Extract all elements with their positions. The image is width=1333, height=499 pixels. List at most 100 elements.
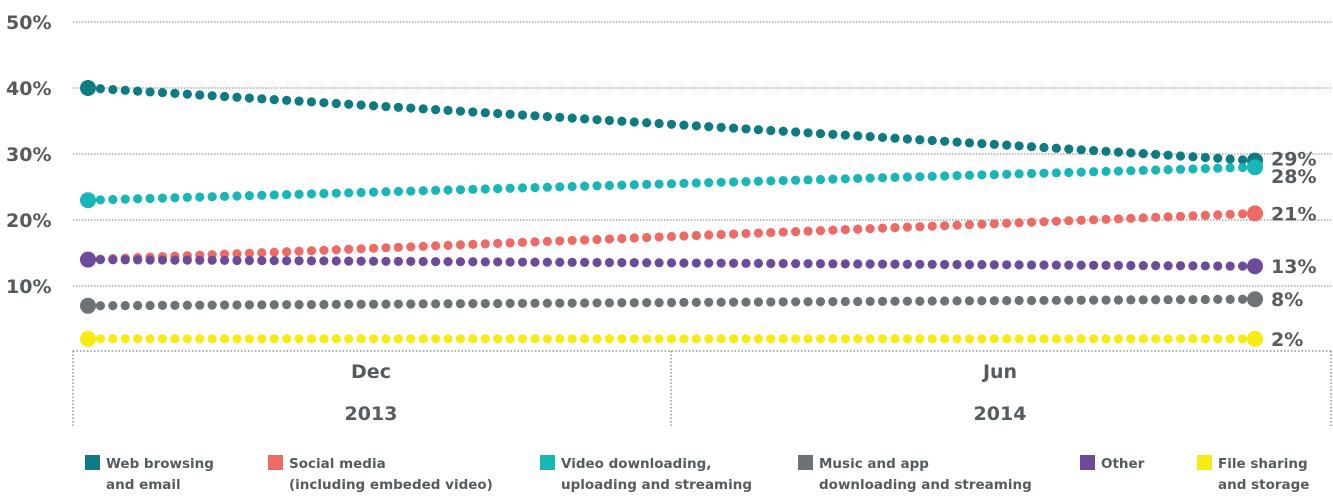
series-dot	[716, 122, 726, 132]
series-dot	[356, 299, 366, 309]
series-dot	[1002, 334, 1012, 344]
series-dot	[1064, 167, 1074, 178]
series-dot	[766, 334, 776, 344]
series-dot	[282, 189, 292, 200]
series-dot	[840, 225, 850, 235]
series-dot	[244, 248, 254, 258]
series-dot	[1163, 334, 1173, 344]
series-dot	[244, 334, 254, 344]
legend: Web browsing and email Social media (includ…	[85, 455, 1309, 493]
series-dot	[778, 334, 788, 344]
series-dot	[530, 257, 540, 267]
series-dot	[207, 300, 217, 310]
series-dot	[865, 296, 875, 306]
series-dot	[443, 299, 453, 309]
series-dot	[195, 300, 205, 310]
series-line	[80, 330, 1263, 347]
series-dot	[840, 296, 850, 307]
series-dot	[1002, 260, 1012, 270]
series-dot	[654, 232, 664, 242]
series-dot	[964, 334, 975, 344]
series-dot	[642, 334, 652, 344]
series-line	[80, 80, 1263, 169]
series-dot	[791, 259, 801, 269]
legend-swatch	[85, 455, 100, 470]
series-dot	[331, 245, 341, 255]
series-dot	[368, 334, 379, 344]
series-dot	[977, 139, 987, 149]
series-dot	[530, 182, 540, 193]
series-dot	[890, 223, 900, 233]
series-dot	[356, 334, 366, 344]
series-dot	[431, 105, 441, 115]
end-value-label: 8%	[1271, 289, 1303, 311]
series-dot	[1138, 149, 1148, 159]
series-dot	[406, 299, 416, 309]
series-dot	[120, 255, 130, 265]
series-dot	[1014, 260, 1024, 270]
series-dot	[356, 256, 366, 266]
series-dot	[1014, 218, 1024, 228]
series-dot	[940, 259, 950, 270]
series-dot	[666, 297, 677, 308]
series-dot	[455, 257, 466, 267]
series-dot	[815, 259, 826, 269]
series-dot	[1237, 162, 1248, 173]
series-dot	[542, 111, 552, 122]
series-dot	[1138, 213, 1148, 223]
legend-label: Web browsing	[106, 456, 214, 472]
series-dot	[1213, 153, 1223, 163]
series-dot	[853, 259, 863, 269]
series-dot	[207, 192, 217, 202]
series-dot	[170, 88, 180, 99]
series-dot	[654, 179, 664, 189]
series-dot	[195, 255, 205, 265]
series-dot	[257, 248, 267, 258]
series-dot	[728, 334, 739, 344]
series-dot	[232, 255, 242, 266]
series-dot	[791, 297, 801, 307]
series-dot	[666, 258, 677, 268]
series-dot	[555, 182, 565, 192]
series-dot	[604, 298, 615, 308]
series-dot	[108, 301, 118, 311]
series-dot	[1163, 295, 1173, 305]
series-dot	[753, 297, 764, 307]
series-dot	[778, 126, 788, 136]
end-value-label: 21%	[1271, 203, 1316, 225]
series-dot	[617, 116, 627, 126]
series-dot	[1076, 215, 1086, 225]
series-dot	[964, 220, 975, 230]
series-dot	[1051, 334, 1061, 344]
series-dot	[555, 257, 565, 267]
series-dot	[927, 171, 937, 181]
series-dot	[1126, 260, 1136, 271]
series-dot	[443, 240, 453, 250]
series-dot	[840, 130, 850, 140]
series-dot	[877, 173, 888, 183]
series-dot	[1089, 145, 1099, 156]
series-dot	[989, 296, 999, 306]
series-dot	[890, 296, 900, 306]
series-dot	[1213, 294, 1223, 305]
series-dot	[282, 300, 292, 310]
series-dot	[381, 334, 391, 344]
series-dot	[1089, 260, 1099, 270]
series-dot	[1076, 334, 1086, 344]
series-dot	[964, 259, 975, 270]
series-dot	[704, 230, 714, 240]
series-dot	[182, 89, 192, 99]
series-dot	[294, 246, 304, 256]
series-dot	[493, 108, 503, 119]
series-dot	[493, 298, 503, 309]
series-dot	[642, 232, 652, 243]
series-dot	[1039, 168, 1049, 178]
series-dot	[567, 334, 577, 344]
series-dot	[741, 297, 751, 307]
series-dot	[716, 177, 726, 187]
series-dot	[431, 334, 441, 344]
series-dot	[977, 170, 987, 180]
series-dot	[244, 255, 254, 266]
series-dot	[269, 247, 279, 257]
series-dot	[319, 334, 329, 344]
